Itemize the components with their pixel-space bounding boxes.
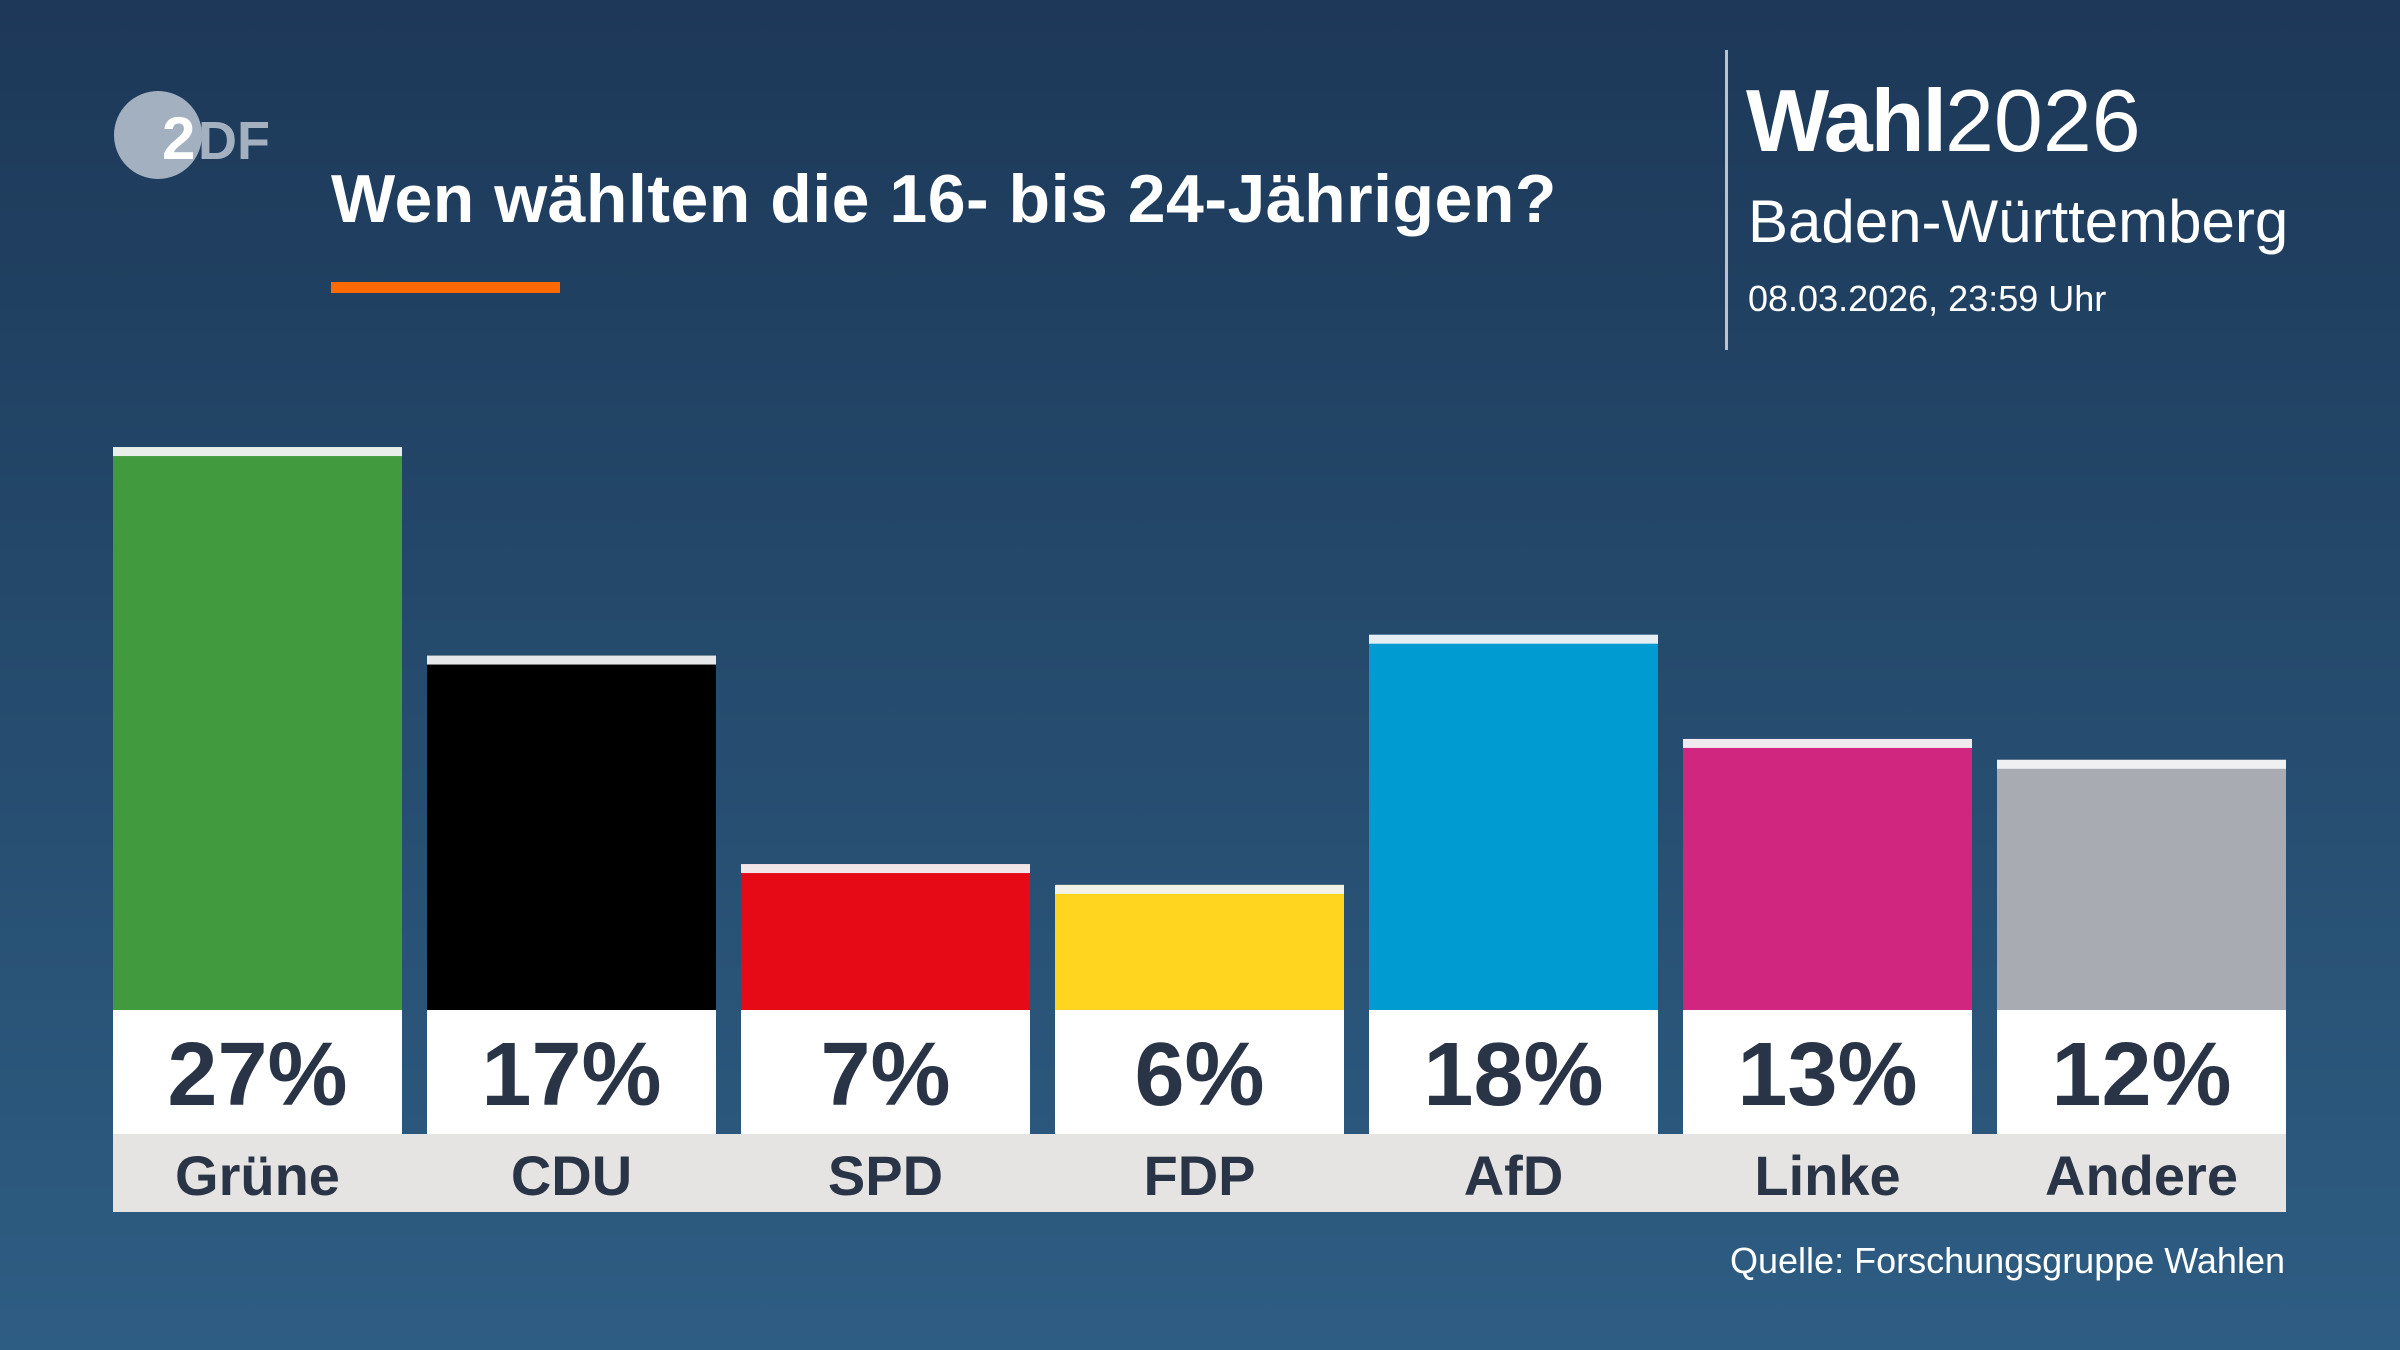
category-label-band: [113, 1134, 2286, 1212]
zdf-logo: 2 DF: [114, 91, 270, 179]
bar-cdu: [427, 655, 716, 1010]
value-label: 12%: [2051, 1025, 2231, 1125]
bar-linke: [1683, 738, 1972, 1010]
brand-bold: Wahl: [1746, 71, 1947, 170]
value-label: 6%: [1134, 1025, 1264, 1125]
region-label: Baden-Württemberg: [1748, 188, 2289, 255]
bar-cap-afd: [1369, 634, 1658, 644]
header-divider: [1725, 50, 1728, 350]
category-label: Linke: [1754, 1144, 1900, 1207]
bar-fdp: [1055, 884, 1344, 1010]
bar-cap-fdp: [1055, 884, 1344, 894]
chart-title: Wen wählten die 16- bis 24-Jährigen?: [331, 161, 1557, 237]
bar-cap-spd: [741, 864, 1030, 874]
category-label: CDU: [511, 1144, 632, 1207]
brand-year: 2026: [1944, 71, 2141, 170]
value-label: 27%: [167, 1025, 347, 1125]
bar-cap-grüne: [113, 447, 402, 457]
value-label: 7%: [820, 1025, 950, 1125]
date-label: 08.03.2026, 23:59 Uhr: [1748, 278, 2107, 319]
category-label: SPD: [828, 1144, 943, 1207]
source-note: Quelle: Forschungsgruppe Wahlen: [1730, 1240, 2285, 1281]
category-label: FDP: [1144, 1144, 1256, 1207]
bar-spd: [741, 864, 1030, 1010]
value-box: [427, 1010, 716, 1134]
bar-grüne: [113, 447, 402, 1010]
value-label: 17%: [481, 1025, 661, 1125]
category-label: Grüne: [175, 1144, 340, 1207]
bar-cap-cdu: [427, 655, 716, 665]
bar-afd: [1369, 634, 1658, 1010]
brand-wahl2026: Wahl2026: [1746, 70, 2141, 172]
value-box: [1369, 1010, 1658, 1134]
bar-andere: [1997, 759, 2286, 1010]
value-box: [1997, 1010, 2286, 1134]
category-label: Andere: [2045, 1144, 2238, 1207]
svg-text:DF: DF: [198, 111, 270, 171]
value-box: [1683, 1010, 1972, 1134]
bar-cap-linke: [1683, 738, 1972, 748]
category-label: AfD: [1464, 1144, 1564, 1207]
title-accent-bar: [331, 282, 560, 293]
value-box: [113, 1010, 402, 1134]
value-label: 13%: [1737, 1025, 1917, 1125]
svg-text:2: 2: [162, 105, 195, 172]
bar-cap-andere: [1997, 759, 2286, 769]
value-label: 18%: [1423, 1025, 1603, 1125]
value-box: [741, 1010, 1030, 1134]
value-box: [1055, 1010, 1344, 1134]
